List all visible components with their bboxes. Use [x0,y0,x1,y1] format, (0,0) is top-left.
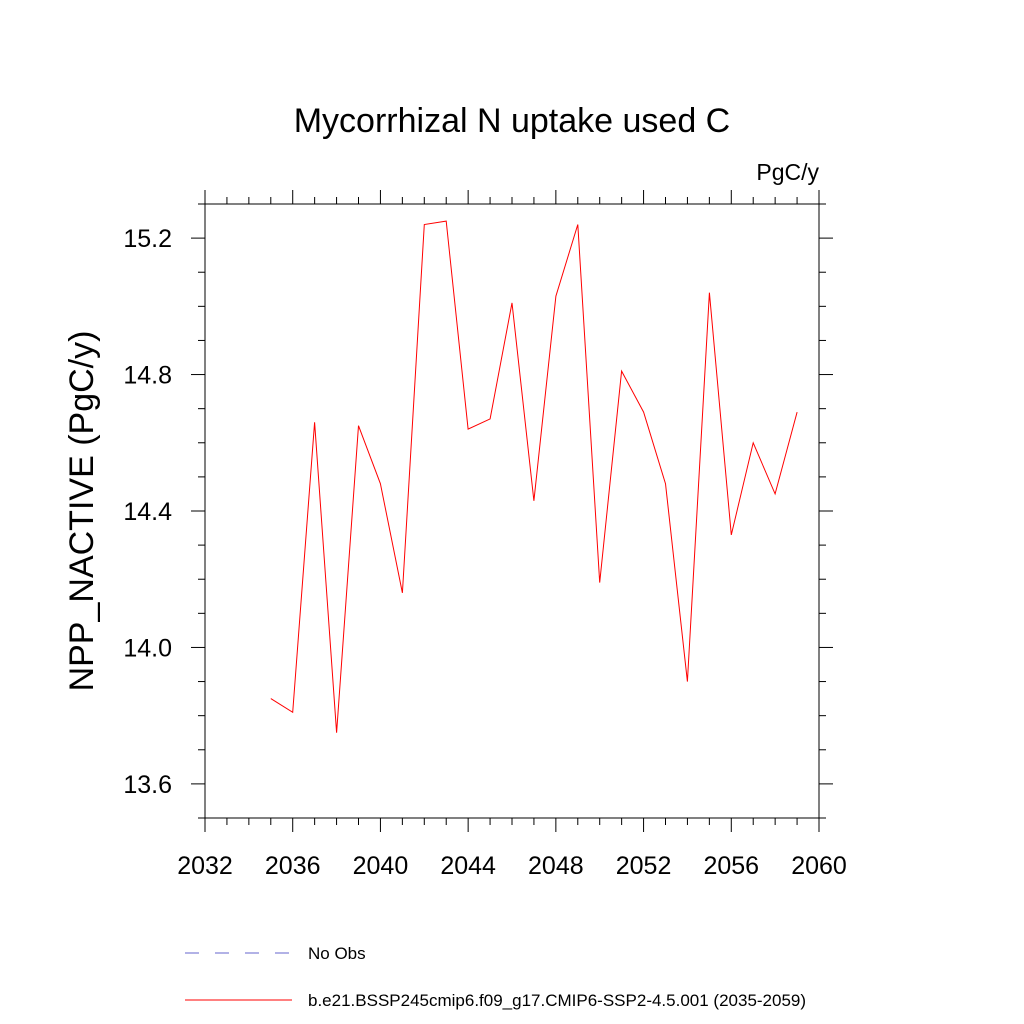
y-tick-label: 15.2 [123,225,172,253]
y-axis-label: NPP_NACTIVE (PgC/y) [63,331,101,692]
x-tick-label: 2040 [353,852,409,880]
axis-ticks [191,190,833,832]
x-tick-label: 2052 [616,852,672,880]
x-tick-label: 2060 [791,852,847,880]
y-tick-label: 13.6 [123,771,172,799]
legend: No Obs b.e21.BSSP245cmip6.f09_g17.CMIP6-S… [185,944,806,1010]
x-tick-label: 2044 [440,852,496,880]
x-tick-label: 2056 [703,852,759,880]
legend-label: b.e21.BSSP245cmip6.f09_g17.CMIP6-SSP2-4.… [308,991,806,1010]
x-tick-labels: 2032 2036 2040 2044 2048 2052 2056 2060 [177,852,847,880]
y-tick-label: 14.8 [123,362,172,390]
legend-label: No Obs [308,944,366,963]
series-layer [270,220,798,733]
chart-title: Mycorrhizal N uptake used C [294,102,731,140]
x-tick-label: 2032 [177,852,233,880]
x-tick-label: 2048 [528,852,584,880]
series-line [270,220,798,733]
plot-frame [204,203,820,819]
units-label: PgC/y [756,159,819,185]
y-tick-label: 14.0 [123,634,172,662]
y-tick-label: 14.4 [123,498,172,526]
x-tick-label: 2036 [265,852,321,880]
y-tick-labels: 13.6 14.0 14.4 14.8 15.2 [123,225,172,799]
